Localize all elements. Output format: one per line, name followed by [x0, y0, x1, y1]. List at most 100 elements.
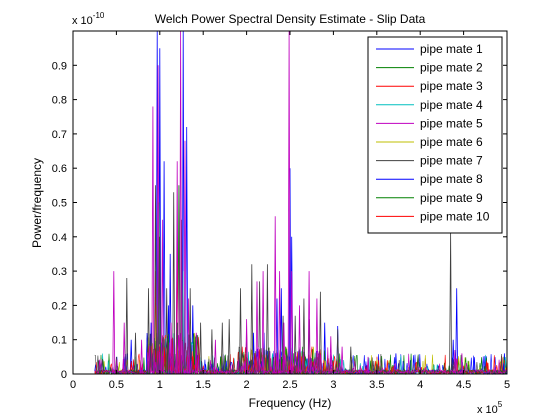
- series-peak: [112, 271, 116, 375]
- legend-label: pipe mate 4: [420, 98, 483, 112]
- series-peak: [199, 322, 202, 375]
- series-peak: [97, 360, 101, 375]
- y-tick-label: 0.9: [52, 60, 67, 72]
- legend-label: pipe mate 2: [420, 61, 483, 75]
- series-peak: [288, 168, 292, 375]
- series-peak: [290, 271, 294, 375]
- legend: pipe mate 1 pipe mate 2 pipe mate 3 pipe ma…: [367, 36, 503, 234]
- series-peak: [307, 271, 311, 375]
- legend-label: pipe mate 5: [420, 116, 483, 130]
- series-peak: [366, 356, 370, 375]
- series-peak: [187, 298, 190, 375]
- legend-label: pipe mate 8: [420, 172, 483, 186]
- series-peak: [250, 264, 254, 375]
- y-tick-label: 0.5: [52, 198, 67, 210]
- y-axis-label: Power/frequency: [30, 158, 44, 248]
- series-peak: [375, 363, 379, 375]
- y-tick-label: 0.3: [52, 266, 67, 278]
- x-tick-label: 2.5: [282, 379, 297, 391]
- series-peak: [140, 339, 143, 375]
- series-peak: [298, 305, 301, 375]
- x-tick-label: 0.5: [109, 379, 124, 391]
- legend-label: pipe mate 1: [420, 42, 483, 56]
- x-tick-label: 3: [330, 379, 336, 391]
- series-peak: [185, 126, 189, 375]
- legend-box: [367, 36, 503, 234]
- x-multiplier-label: x 105: [477, 400, 503, 416]
- y-tick-label: 0.4: [52, 232, 67, 244]
- chart-title: Welch Power Spectral Density Estimate - …: [155, 12, 426, 26]
- series-layer: [94, 30, 508, 376]
- series-peak: [261, 271, 265, 375]
- y-tick-label: 0: [61, 369, 67, 381]
- series-peak: [115, 356, 118, 375]
- series-peak: [394, 353, 398, 375]
- legend-label: pipe mate 3: [420, 79, 483, 93]
- series-peak: [323, 322, 327, 375]
- series-peak: [172, 192, 176, 375]
- series-peak: [302, 298, 306, 375]
- series-peak: [210, 329, 214, 375]
- series-peak: [169, 322, 173, 375]
- series-peak: [282, 322, 286, 375]
- series-peak: [255, 281, 259, 375]
- tick-layer: 0 0.5 1 1.5 2 2.5 3 3.5 4 4.5 5 0 0.1 0.2 0.3 0.4 0.5 0.6…: [52, 31, 510, 391]
- series-peak: [315, 298, 319, 375]
- series-peak: [175, 161, 179, 375]
- series-peak: [151, 106, 155, 375]
- x-tick-label: 0: [70, 379, 76, 391]
- series-peak: [125, 277, 129, 375]
- y-tick-label: 0.8: [52, 95, 67, 107]
- series-peak: [213, 339, 217, 375]
- x-axis-label: Frequency (Hz): [249, 396, 332, 410]
- x-tick-label: 5: [504, 379, 510, 391]
- y-tick-label: 0.7: [52, 129, 67, 141]
- series-peak: [273, 216, 277, 375]
- x-tick-label: 4.5: [456, 379, 471, 391]
- series-peak: [336, 329, 340, 375]
- series-peak: [453, 349, 457, 375]
- series-peak: [239, 288, 242, 375]
- y-multiplier-exponent: -10: [93, 11, 105, 20]
- series-peak: [194, 332, 198, 375]
- x-tick-label: 1: [157, 379, 163, 391]
- series-peak: [460, 353, 464, 375]
- series-peak: [318, 291, 322, 375]
- series-peak: [349, 346, 353, 375]
- x-tick-label: 4: [417, 379, 423, 391]
- series-peak: [449, 229, 452, 375]
- series-peak: [455, 288, 459, 375]
- series-peak: [156, 65, 160, 375]
- series-peak: [278, 271, 281, 375]
- series-peak: [161, 219, 164, 375]
- series-peak: [227, 319, 231, 375]
- series-peak: [340, 346, 344, 375]
- y-tick-label: 0.2: [52, 300, 67, 312]
- series-peak: [122, 322, 126, 375]
- series-peak: [245, 319, 248, 375]
- x-tick-label: 2: [244, 379, 250, 391]
- series-peak: [258, 281, 262, 375]
- y-tick-label: 0.1: [52, 335, 67, 347]
- series-peak: [183, 140, 187, 375]
- series-peak: [293, 315, 297, 375]
- y-multiplier-label: x 10-10: [72, 11, 105, 27]
- legend-label: pipe mate 9: [420, 191, 483, 205]
- series-peak: [165, 288, 169, 375]
- series-peak: [154, 185, 157, 375]
- series-peak: [220, 322, 224, 375]
- y-tick-label: 0.6: [52, 163, 67, 175]
- x-tick-label: 1.5: [196, 379, 211, 391]
- series-peak: [281, 315, 285, 375]
- series-peak: [129, 339, 133, 375]
- legend-label: pipe mate 6: [420, 135, 483, 149]
- legend-label: pipe mate 10: [420, 209, 490, 223]
- series-peak: [134, 332, 137, 375]
- x-tick-label: 3.5: [369, 379, 384, 391]
- series-peak: [162, 161, 166, 375]
- series-peak: [329, 336, 333, 375]
- x-multiplier-exponent: 5: [498, 400, 503, 409]
- legend-label: pipe mate 7: [420, 154, 483, 168]
